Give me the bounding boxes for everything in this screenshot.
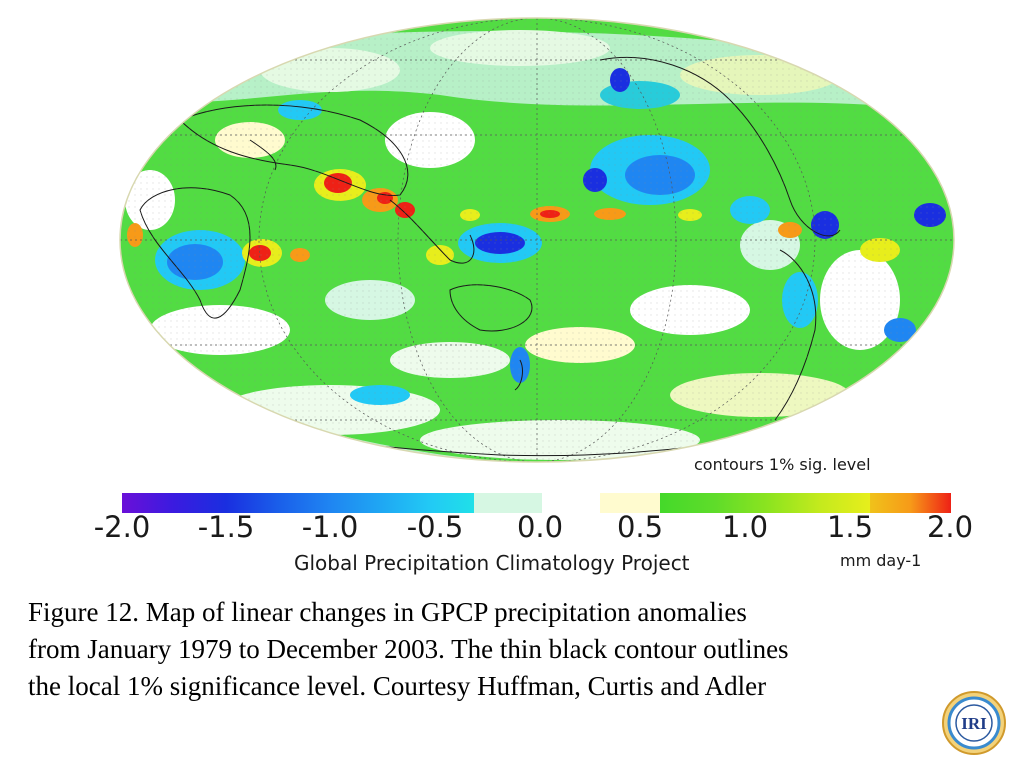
colorbar-tick: 0.5	[616, 510, 664, 544]
colorbar-segment	[174, 493, 279, 513]
colorbar-tick: 1.5	[826, 510, 874, 544]
colorbar-segment	[279, 493, 384, 513]
caption-line: the local 1% significance level. Courtes…	[28, 671, 767, 701]
precipitation-anomaly-map	[119, 17, 955, 463]
colorbar-segment	[474, 493, 542, 513]
colorbar-segment	[660, 493, 770, 513]
colorbar-segment	[542, 493, 600, 513]
colorbar-segment	[770, 493, 870, 513]
contour-legend-note: contours 1% sig. level	[694, 455, 871, 474]
caption-line: from January 1979 to December 2003. The …	[28, 634, 789, 664]
colorbar-segment	[600, 493, 660, 513]
colorbar-tick: -0.5	[406, 510, 464, 544]
colorbar-tick: -1.0	[301, 510, 359, 544]
colorbar-tick: 1.0	[721, 510, 769, 544]
colorbar-tick: -2.0	[93, 510, 151, 544]
colorbar-segment	[122, 493, 174, 513]
caption-line: Figure 12. Map of linear changes in GPCP…	[28, 597, 747, 627]
iri-logo-text: IRI	[961, 714, 987, 733]
colorbar-segment	[384, 493, 474, 513]
iri-logo: IRI	[942, 691, 1006, 755]
project-name: Global Precipitation Climatology Project	[294, 551, 690, 575]
colorbar	[122, 493, 951, 513]
colorbar-segment	[870, 493, 951, 513]
colorbar-tick: 0.0	[516, 510, 564, 544]
colorbar-tick: 2.0	[926, 510, 974, 544]
colorbar-tick: -1.5	[197, 510, 255, 544]
figure-caption: Figure 12. Map of linear changes in GPCP…	[28, 594, 1013, 705]
units-label: mm day-1	[840, 551, 922, 570]
